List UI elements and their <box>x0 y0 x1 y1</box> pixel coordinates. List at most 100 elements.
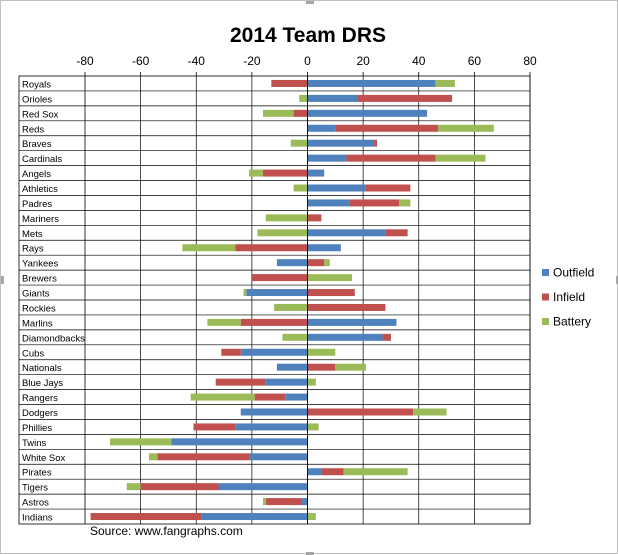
bar-infield <box>365 184 411 192</box>
bar-infield <box>251 274 308 282</box>
bar-infield <box>235 244 308 252</box>
bar-battery <box>399 199 411 207</box>
category-label: Indians <box>22 513 53 524</box>
bar-infield <box>263 169 308 177</box>
bar-battery <box>293 184 308 192</box>
bar-infield <box>254 393 286 401</box>
bar-infield <box>90 513 202 521</box>
bar-infield <box>157 453 250 461</box>
bar-outfield <box>171 438 308 446</box>
bar-battery <box>307 348 336 356</box>
bar-battery <box>190 393 255 401</box>
bar-battery <box>438 124 494 132</box>
chart-title: 2014 Team DRS <box>230 24 386 47</box>
bar-battery <box>413 408 447 416</box>
category-label: Tigers <box>22 483 48 494</box>
bar-battery <box>307 274 352 282</box>
category-label: Astros <box>22 498 49 509</box>
bar-battery <box>182 244 236 252</box>
bar-battery <box>307 423 319 431</box>
category-label: Padres <box>22 199 52 210</box>
category-label: Brewers <box>22 274 57 285</box>
bar-outfield <box>201 513 308 521</box>
category-label: Mariners <box>22 214 59 225</box>
category-label: Diamondbacks <box>22 333 85 344</box>
bar-outfield <box>218 483 308 491</box>
bar-battery <box>148 453 158 461</box>
category-label: Rangers <box>22 393 58 404</box>
category-label: Cubs <box>22 348 44 359</box>
bar-infield <box>240 318 308 326</box>
bar-infield <box>321 468 344 476</box>
category-label: Orioles <box>22 94 52 105</box>
legend: Outfield Infield Battery <box>542 266 594 329</box>
category-label: Cardinals <box>22 154 62 165</box>
category-label: Twins <box>22 438 47 449</box>
bar-outfield <box>307 169 325 177</box>
category-label: Rays <box>22 244 44 255</box>
bar-infield <box>357 94 453 102</box>
resize-handle-right[interactable] <box>616 276 618 284</box>
bar-outfield <box>307 94 358 102</box>
bar-battery <box>307 378 316 386</box>
bar-infield <box>385 229 408 237</box>
category-label: Pirates <box>22 468 52 479</box>
x-tick-label: 20 <box>356 54 370 68</box>
bar-outfield <box>265 378 308 386</box>
legend-label-outfield: Outfield <box>553 266 594 280</box>
category-label: Mets <box>22 229 43 240</box>
x-tick-label: -20 <box>243 54 261 68</box>
bar-outfield <box>307 79 436 87</box>
bar-battery <box>207 318 241 326</box>
bar-infield <box>307 303 386 311</box>
category-label: Athletics <box>22 184 58 195</box>
bar-battery <box>324 259 330 267</box>
category-label: Rockies <box>22 303 56 314</box>
bar-battery <box>307 513 316 521</box>
x-tick-label: 40 <box>412 54 426 68</box>
x-tick-label: 80 <box>523 54 537 68</box>
bar-outfield <box>240 348 308 356</box>
bar-outfield <box>307 154 347 162</box>
category-label: Dodgers <box>22 408 58 419</box>
bar-battery <box>290 139 308 147</box>
bar-infield <box>193 423 236 431</box>
bar-outfield <box>307 124 336 132</box>
bar-outfield <box>307 184 366 192</box>
bar-infield <box>382 333 391 341</box>
bar-battery <box>435 154 486 162</box>
category-label: Reds <box>22 124 44 135</box>
bar-battery <box>343 468 408 476</box>
bar-outfield <box>307 229 386 237</box>
category-label: Marlins <box>22 318 53 329</box>
bar-infield <box>265 498 302 506</box>
bar-outfield <box>307 109 428 117</box>
bar-battery <box>257 229 308 237</box>
plot-area: -80 -60 -40 -20 0 20 40 60 80 Royals Orioles Red So… <box>18 54 537 525</box>
bar-outfield <box>307 139 375 147</box>
bar-outfield <box>240 408 308 416</box>
bar-outfield <box>307 468 322 476</box>
x-tick-label: -40 <box>188 54 206 68</box>
bar-infield <box>271 79 308 87</box>
bar-outfield <box>307 318 397 326</box>
source-note: Source: www.fangraphs.com <box>90 524 243 538</box>
bar-outfield <box>235 423 308 431</box>
bar-battery <box>265 214 308 222</box>
bar-battery <box>282 333 308 341</box>
bar-outfield <box>307 199 350 207</box>
resize-handle-top[interactable] <box>306 1 314 4</box>
bar-outfield <box>249 453 308 461</box>
legend-label-infield: Infield <box>553 290 585 304</box>
bar-infield <box>374 139 378 147</box>
bar-battery <box>274 303 308 311</box>
bar-infield <box>293 109 308 117</box>
category-label: Royals <box>22 79 51 90</box>
bar-infield <box>307 289 355 297</box>
resize-handle-left[interactable] <box>1 276 4 284</box>
bar-infield <box>349 199 400 207</box>
bar-outfield <box>285 393 308 401</box>
category-label: Yankees <box>22 259 59 270</box>
bar-outfield <box>276 363 308 371</box>
